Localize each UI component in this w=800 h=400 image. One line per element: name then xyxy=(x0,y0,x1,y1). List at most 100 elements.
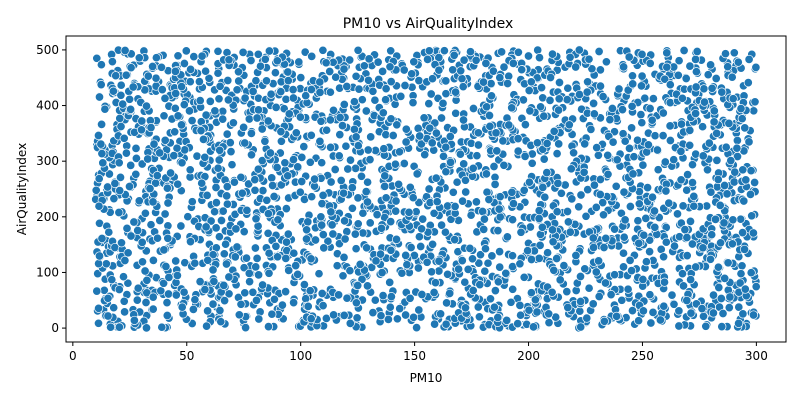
data-point xyxy=(699,97,710,107)
data-point xyxy=(299,142,309,152)
data-point xyxy=(101,259,111,269)
data-point xyxy=(370,295,380,305)
data-point xyxy=(495,212,505,222)
data-point xyxy=(446,157,456,167)
data-point xyxy=(162,183,172,193)
data-point xyxy=(381,95,391,105)
data-point xyxy=(525,222,535,232)
data-point xyxy=(746,166,756,176)
data-point xyxy=(599,316,609,326)
data-point xyxy=(293,162,303,172)
data-point xyxy=(94,92,105,102)
data-point xyxy=(618,129,628,139)
y-tick-label: 500 xyxy=(36,43,59,57)
data-point xyxy=(438,98,448,108)
data-point xyxy=(157,322,167,332)
data-point xyxy=(513,319,523,329)
data-point xyxy=(611,181,621,191)
data-point xyxy=(237,188,247,198)
data-point xyxy=(542,168,552,178)
data-point xyxy=(289,248,299,258)
data-point xyxy=(669,155,679,165)
data-point xyxy=(335,130,345,140)
data-point xyxy=(119,133,129,143)
data-point xyxy=(723,62,733,72)
data-point xyxy=(538,182,548,192)
data-point xyxy=(129,315,139,325)
data-point xyxy=(345,55,355,65)
data-point xyxy=(744,137,754,147)
data-point xyxy=(170,103,180,113)
data-point xyxy=(408,193,418,203)
data-point xyxy=(427,74,438,84)
data-point xyxy=(451,108,461,118)
data-point xyxy=(619,232,629,242)
data-point xyxy=(141,297,151,308)
data-point xyxy=(584,283,594,293)
data-point xyxy=(729,177,739,187)
data-point xyxy=(643,183,653,193)
data-point xyxy=(203,306,213,316)
data-point xyxy=(236,299,246,309)
data-point xyxy=(213,68,223,78)
data-point xyxy=(438,151,449,161)
data-point xyxy=(94,251,105,261)
data-point xyxy=(498,136,508,146)
data-point xyxy=(325,87,335,97)
data-point xyxy=(598,92,608,102)
data-point xyxy=(589,180,599,190)
data-point xyxy=(116,121,126,132)
data-point xyxy=(200,285,210,295)
data-point xyxy=(288,155,299,165)
data-point xyxy=(414,305,424,315)
data-point xyxy=(689,201,699,211)
data-point xyxy=(329,310,339,320)
data-point xyxy=(400,80,410,91)
data-point xyxy=(152,171,162,181)
data-point xyxy=(508,284,518,294)
data-point xyxy=(495,192,505,202)
data-point xyxy=(93,318,104,328)
data-point xyxy=(100,104,110,114)
data-point xyxy=(650,131,660,141)
data-point xyxy=(625,201,635,212)
data-point xyxy=(682,232,692,243)
data-point xyxy=(189,52,199,62)
data-point xyxy=(156,286,166,296)
data-point xyxy=(648,94,658,104)
data-point xyxy=(525,106,535,116)
data-point xyxy=(353,219,363,229)
data-point xyxy=(115,186,125,196)
data-point xyxy=(461,187,471,197)
data-point xyxy=(720,49,731,59)
data-point xyxy=(659,277,670,287)
data-point xyxy=(354,84,364,94)
data-point xyxy=(748,228,758,238)
data-point xyxy=(172,270,182,281)
data-point xyxy=(424,184,434,194)
data-point xyxy=(195,277,205,287)
data-point xyxy=(379,144,389,154)
data-point xyxy=(750,177,760,188)
data-point xyxy=(92,286,102,296)
data-point xyxy=(539,154,549,164)
data-point xyxy=(677,93,687,103)
data-point xyxy=(157,85,167,95)
data-point xyxy=(691,67,701,77)
data-point xyxy=(148,292,158,302)
data-point xyxy=(210,106,220,116)
data-point xyxy=(123,248,133,258)
data-point xyxy=(717,87,727,97)
data-point xyxy=(632,135,643,145)
data-point xyxy=(638,274,648,285)
data-point xyxy=(94,303,104,313)
data-point xyxy=(489,302,499,312)
data-point xyxy=(317,288,327,299)
data-point xyxy=(708,290,719,300)
data-point xyxy=(183,212,193,222)
data-point xyxy=(334,151,344,161)
data-point xyxy=(691,54,701,64)
data-point xyxy=(103,311,113,321)
data-point xyxy=(392,314,402,324)
y-tick-label: 300 xyxy=(36,154,59,168)
